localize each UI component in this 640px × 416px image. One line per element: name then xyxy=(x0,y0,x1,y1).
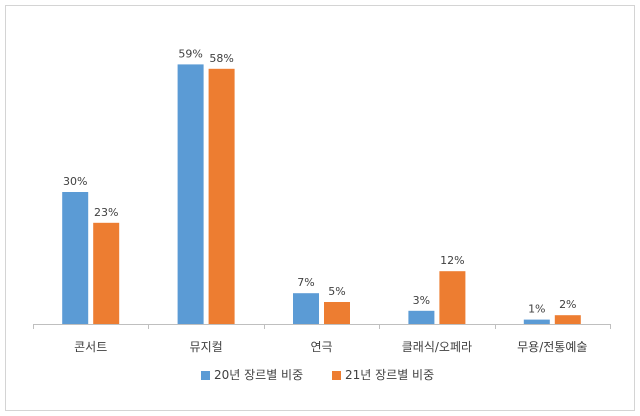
data-label: 7% xyxy=(297,276,314,289)
bar-20-4 xyxy=(523,319,550,324)
x-axis-ticks xyxy=(33,324,611,329)
legend-swatch xyxy=(201,371,210,380)
bar-20-1 xyxy=(177,64,204,325)
data-label: 59% xyxy=(178,47,202,60)
data-label: 30% xyxy=(63,175,87,188)
bar-20-3 xyxy=(408,310,435,324)
chart-frame xyxy=(5,5,635,411)
bars-layer xyxy=(62,64,581,325)
category-labels-layer: 콘서트 뮤지컬 연극 클래식/오페라 무용/전통예술 xyxy=(74,340,587,354)
data-label: 58% xyxy=(209,52,233,65)
legend-swatch xyxy=(332,371,341,380)
bar-21-2 xyxy=(324,302,350,324)
category-label: 연극 xyxy=(310,340,332,354)
legend-label: 20년 장르별 비중 xyxy=(214,368,303,382)
data-label: 3% xyxy=(413,294,430,307)
bar-20-0 xyxy=(62,192,89,324)
data-label: 23% xyxy=(94,206,118,219)
category-label: 무용/전통예술 xyxy=(517,340,587,354)
bar-20-2 xyxy=(293,293,319,324)
bar-21-0 xyxy=(93,222,120,324)
data-label: 1% xyxy=(528,303,545,316)
data-label: 5% xyxy=(328,285,345,298)
category-label: 뮤지컬 xyxy=(190,340,223,354)
bar-21-3 xyxy=(439,271,466,324)
value-labels-layer: 30% 23% 59% 58% 7% 5% 3% 12% 1% 2% xyxy=(63,47,577,315)
legend-label: 21년 장르별 비중 xyxy=(345,368,434,382)
data-label: 2% xyxy=(559,298,576,311)
bar-21-1 xyxy=(208,68,235,324)
data-label: 12% xyxy=(440,254,464,267)
category-label: 콘서트 xyxy=(74,340,107,354)
bar-21-4 xyxy=(554,315,581,324)
legend: 20년 장르별 비중 21년 장르별 비중 xyxy=(201,368,434,382)
category-label: 클래식/오페라 xyxy=(402,340,472,354)
